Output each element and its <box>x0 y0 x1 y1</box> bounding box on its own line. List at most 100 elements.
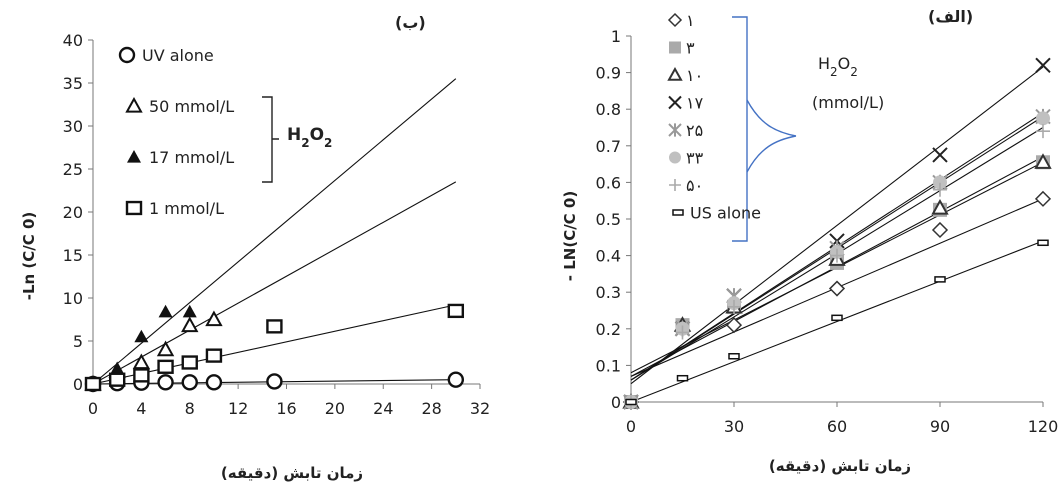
legend-marker <box>669 151 681 164</box>
legend-label: 50 mmol/L <box>149 97 234 116</box>
legend-label: ۱ <box>686 11 695 30</box>
right-chart-panel: (الف) - LN(C/C 0) زمان تابش (دقیقه) H2O2… <box>561 7 1058 475</box>
data-point <box>931 198 949 215</box>
y-tick-label: 0 <box>73 375 83 394</box>
x-tick-label: 32 <box>470 399 490 418</box>
data-point <box>932 147 948 163</box>
data-point <box>1036 124 1050 139</box>
legend-label: US alone <box>690 204 761 223</box>
data-point <box>205 374 223 391</box>
legend-label: ۲۵ <box>686 121 703 140</box>
trendline <box>92 78 457 385</box>
y-tick-label: 30 <box>63 117 83 136</box>
x-tick-label: 0 <box>626 417 636 436</box>
legend-marker <box>672 209 684 216</box>
data-point <box>157 374 174 391</box>
legend-label: ۱۷ <box>686 94 704 113</box>
data-point <box>933 175 947 190</box>
y-tick-label: 15 <box>63 246 83 265</box>
right-legend-bracket-line <box>732 16 748 242</box>
data-point <box>728 353 740 360</box>
data-point <box>1034 153 1052 169</box>
y-tick-label: 1 <box>611 27 621 46</box>
data-point <box>447 371 465 388</box>
data-point <box>933 182 947 197</box>
y-tick-label: 10 <box>63 289 83 308</box>
x-tick-label: 4 <box>136 399 146 418</box>
data-point <box>1035 57 1051 73</box>
right-legend: ۱ ۳ ۱۰ ۱۷ ۲۵ ۳۳ ۵۰ US alone <box>667 11 761 223</box>
legend-marker <box>125 200 143 216</box>
data-point <box>156 340 175 357</box>
y-tick-label: 5 <box>73 332 83 351</box>
data-point <box>181 316 199 333</box>
right-h2o2-unit-label: (mmol/L) <box>812 93 884 112</box>
right-x-axis-label: زمان تابش (دقیقه) <box>769 457 911 475</box>
x-tick-label: 28 <box>421 399 441 418</box>
data-point <box>266 373 283 390</box>
data-point <box>205 310 223 327</box>
right-panel-label: (الف) <box>928 7 973 26</box>
legend-marker <box>125 96 143 113</box>
left-legend: UV alone 50 mmol/L 17 mmol/L 1 mmol/L <box>118 46 234 218</box>
data-point <box>205 348 223 363</box>
data-point <box>625 398 637 406</box>
trendline <box>92 304 456 385</box>
data-point <box>447 303 465 319</box>
data-point <box>181 355 198 370</box>
x-tick-label: 120 <box>1028 417 1059 436</box>
y-tick-label: 0.8 <box>596 100 621 119</box>
data-point <box>725 317 743 334</box>
data-point <box>1036 111 1050 126</box>
legend-label: ۳ <box>686 39 695 58</box>
legend-label: UV alone <box>142 46 214 65</box>
y-tick-label: 0.5 <box>596 210 621 229</box>
x-tick-label: 20 <box>325 399 345 418</box>
legend-label: ۱۰ <box>686 66 703 85</box>
data-point <box>132 353 151 370</box>
y-tick-label: 25 <box>63 160 83 179</box>
left-h2o2-group-label: H2O2 <box>287 125 332 150</box>
y-tick-label: 0.2 <box>596 320 621 339</box>
right-h2o2-group-label: H2O2 <box>818 54 858 79</box>
data-point <box>182 304 197 318</box>
data-point <box>831 314 843 322</box>
legend-marker <box>118 46 136 64</box>
x-tick-label: 30 <box>724 417 744 436</box>
data-point <box>84 376 102 392</box>
x-tick-label: 12 <box>228 399 248 418</box>
trendline <box>92 181 457 385</box>
data-point <box>931 221 949 239</box>
legend-marker <box>669 179 681 191</box>
trendline <box>630 240 1044 403</box>
legend-marker <box>127 150 141 163</box>
y-tick-label: 40 <box>63 31 83 50</box>
y-tick-label: 0.7 <box>596 137 621 156</box>
legend-label: 1 mmol/L <box>149 199 224 218</box>
data-point <box>727 299 741 314</box>
x-tick-label: 16 <box>276 399 296 418</box>
legend-label: 17 mmol/L <box>149 148 234 167</box>
data-point <box>158 304 173 318</box>
legend-marker <box>669 41 681 54</box>
data-point <box>110 361 125 375</box>
x-tick-label: 8 <box>185 399 195 418</box>
data-point <box>266 319 283 334</box>
y-tick-label: 0.9 <box>596 64 621 83</box>
x-tick-label: 24 <box>373 399 393 418</box>
x-tick-label: 60 <box>827 417 847 436</box>
legend-label: ۵۰ <box>686 176 703 195</box>
data-point <box>133 368 150 383</box>
data-point <box>1034 190 1052 207</box>
y-tick-label: 0.6 <box>596 173 621 192</box>
left-chart-panel: (ب) -Ln (C/C 0) زمان تابش (دقیقه) H2O2 U… <box>20 13 490 482</box>
data-point <box>830 248 844 263</box>
trendline <box>630 66 1044 385</box>
y-tick-label: 0.1 <box>596 356 621 375</box>
legend-marker <box>668 123 682 137</box>
legend-marker <box>668 95 682 110</box>
right-y-axis-label: - LN(C/C 0) <box>561 191 579 281</box>
data-point <box>181 374 198 391</box>
legend-marker <box>667 12 683 28</box>
